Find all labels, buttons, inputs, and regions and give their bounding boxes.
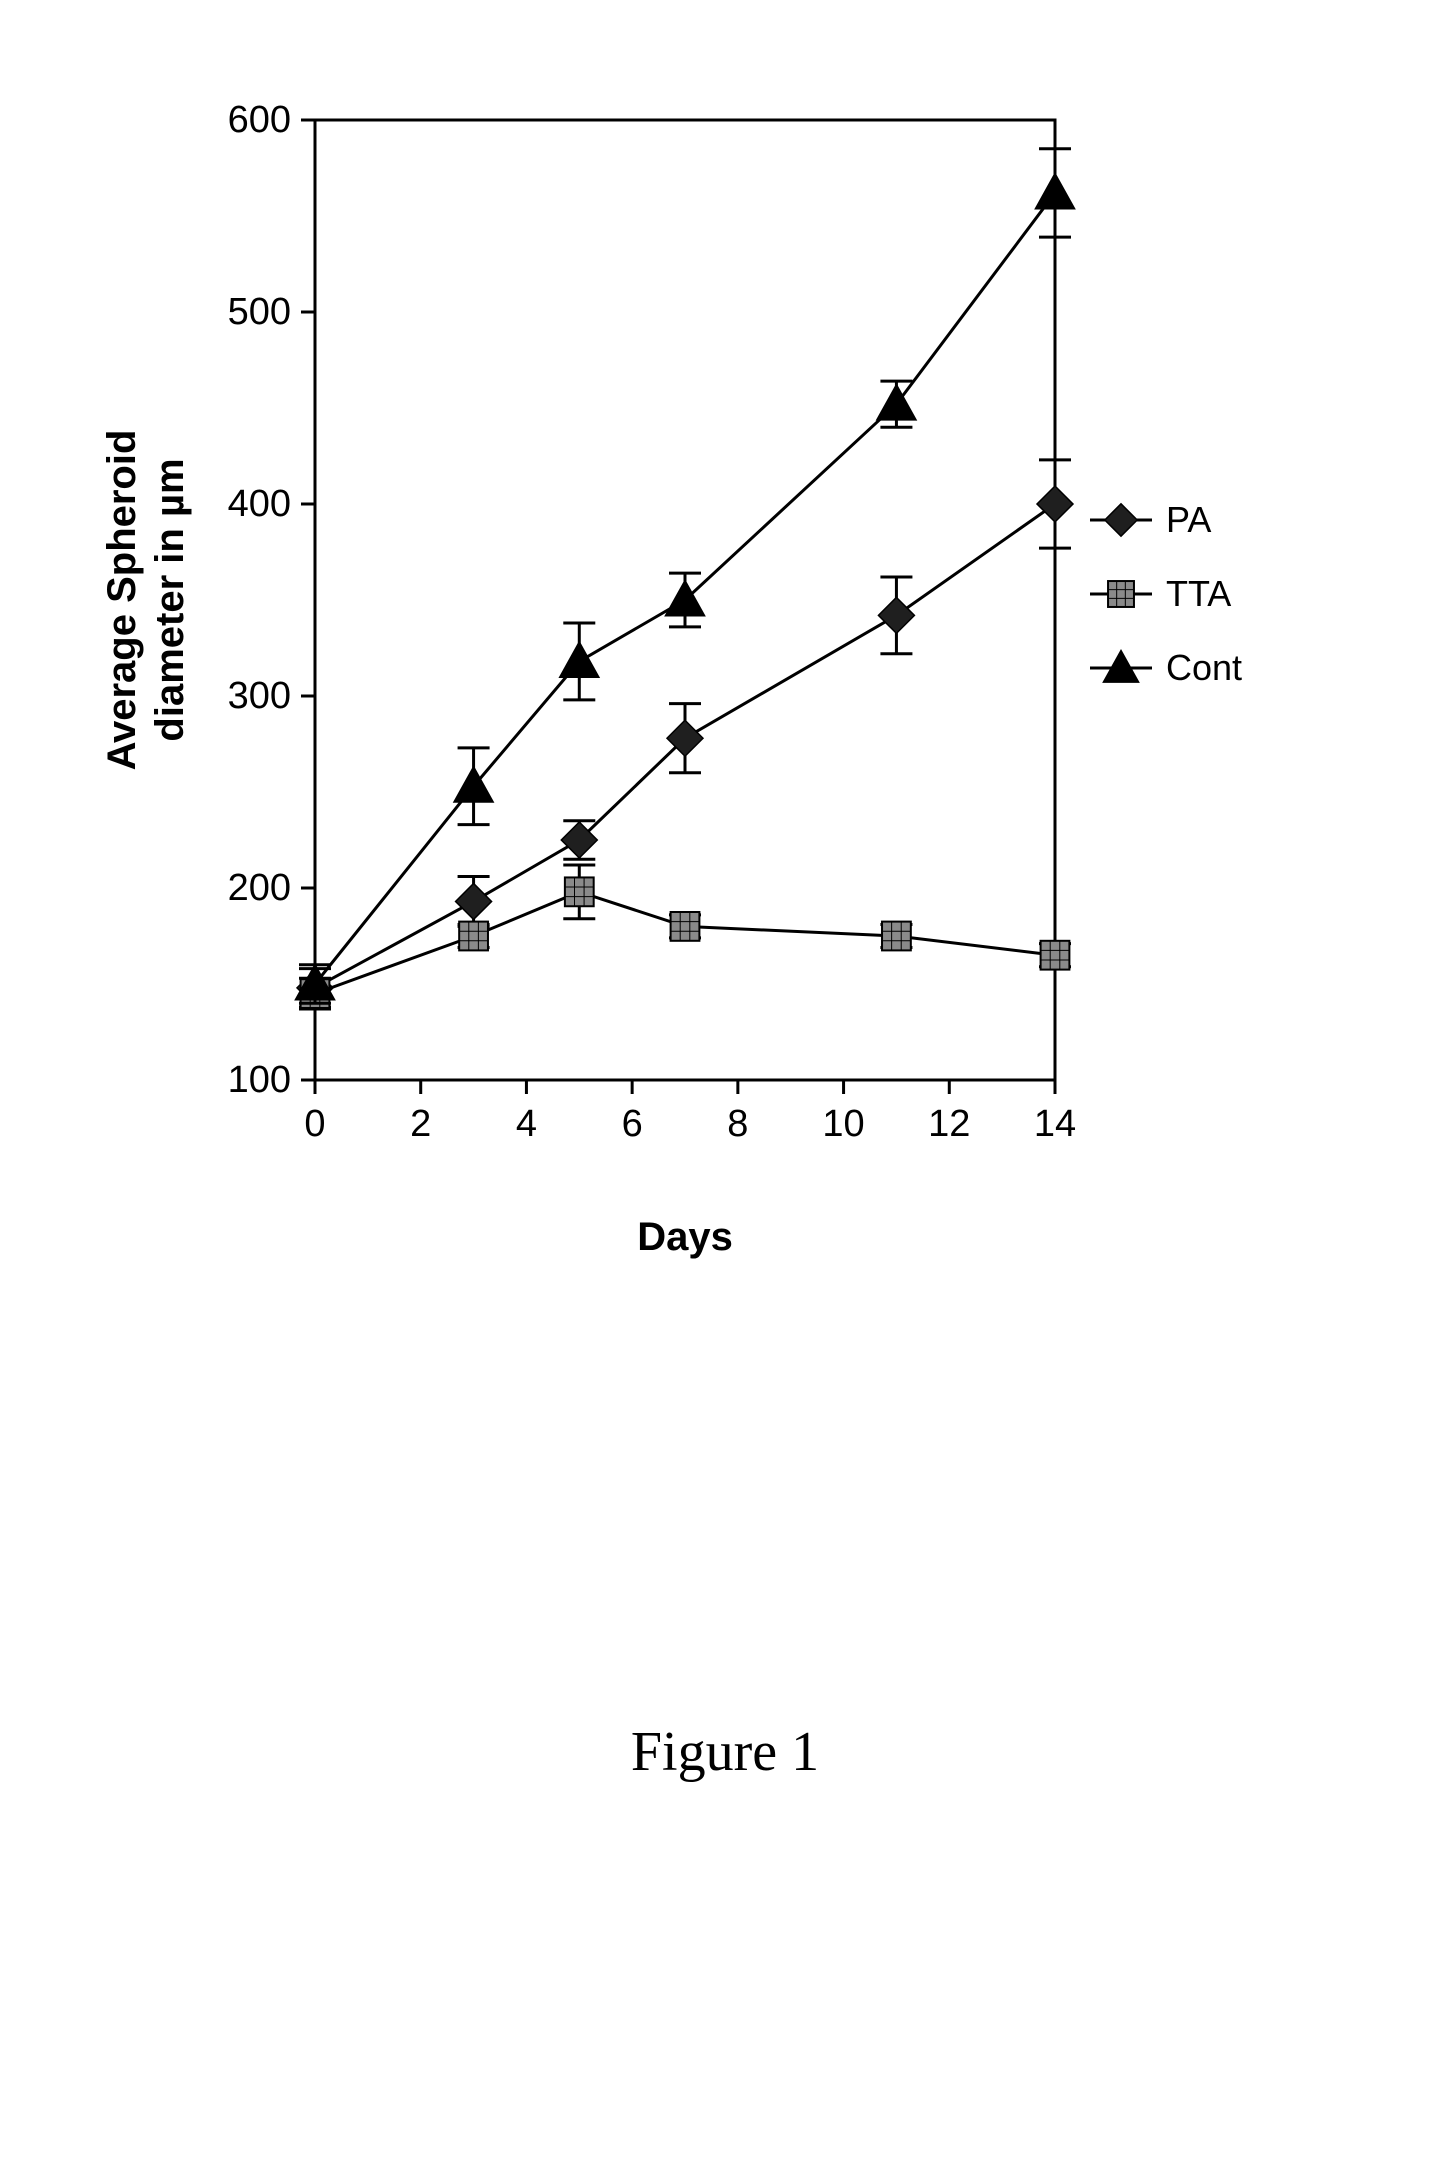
x-tick-label: 6 [622,1103,643,1145]
x-tick-label: 4 [516,1103,537,1145]
x-axis-label: Days [637,1215,733,1259]
marker-square [1108,581,1134,607]
y-tick-label: 100 [228,1059,291,1101]
line-chart: 100 200 300 400 500 600 0 2 4 6 8 10 12 14 Average Sph… [90,80,1370,1360]
svg-text:Average Spheroid: Average Spheroid [100,430,144,771]
marker-square [459,922,488,951]
marker-square [565,877,594,906]
x-tick-label: 0 [304,1103,325,1145]
y-tick-label: 600 [228,99,291,141]
marker-square [1041,941,1070,970]
x-tick-label: 12 [928,1103,970,1145]
legend-label: PA [1166,499,1211,540]
legend-label: Cont [1166,647,1242,688]
legend-label: TTA [1166,573,1231,614]
x-tick-label: 10 [822,1103,864,1145]
chart-bg [90,80,1370,1360]
marker-square [671,912,700,941]
y-tick-label: 300 [228,675,291,717]
page: 100 200 300 400 500 600 0 2 4 6 8 10 12 14 Average Sph… [0,0,1450,2170]
marker-square [882,922,911,951]
x-tick-label: 2 [410,1103,431,1145]
x-tick-label: 8 [727,1103,748,1145]
y-tick-label: 500 [228,291,291,333]
x-tick-label: 14 [1034,1103,1076,1145]
chart-container: 100 200 300 400 500 600 0 2 4 6 8 10 12 14 Average Sph… [90,80,1370,1360]
y-tick-label: 200 [228,867,291,909]
y-tick-label: 400 [228,483,291,525]
svg-text:diameter in µm: diameter in µm [148,458,192,741]
figure-caption: Figure 1 [0,1720,1450,1784]
